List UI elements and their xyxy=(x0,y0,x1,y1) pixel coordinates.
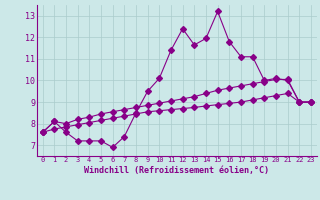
X-axis label: Windchill (Refroidissement éolien,°C): Windchill (Refroidissement éolien,°C) xyxy=(84,166,269,175)
